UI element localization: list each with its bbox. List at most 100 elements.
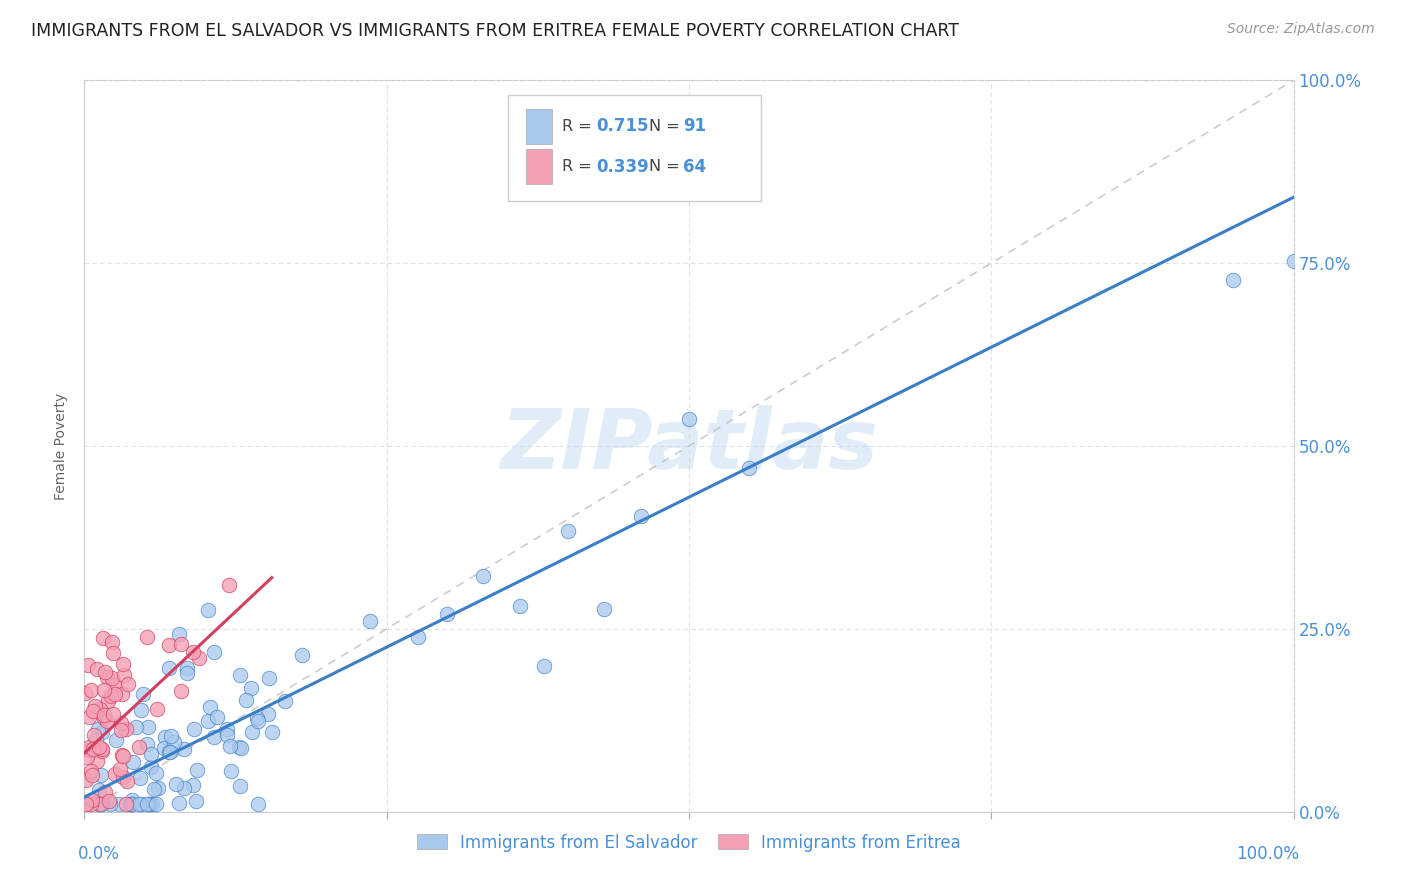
Point (86, 754, 108, 768)
Point (80, 793, 103, 807)
Point (89, 797, 111, 812)
Point (104, 687, 127, 701)
Point (128, 797, 150, 812)
Point (110, 723, 132, 737)
Point (1282, 254, 1305, 268)
Point (75, 797, 97, 812)
Point (472, 569, 495, 583)
Text: 64: 64 (683, 158, 706, 176)
Point (167, 627, 190, 641)
Point (256, 706, 278, 721)
Point (136, 720, 159, 734)
Point (91, 725, 114, 739)
Point (153, 730, 176, 744)
Point (101, 635, 124, 649)
Point (89, 702, 111, 716)
Legend: Immigrants from El Salvador, Immigrants from Eritrea: Immigrants from El Salvador, Immigrants … (411, 827, 967, 858)
Point (98, 797, 121, 812)
Point (202, 731, 225, 745)
Point (228, 779, 250, 793)
Text: 0.715: 0.715 (596, 118, 648, 136)
Point (146, 780, 169, 795)
Point (173, 742, 195, 756)
Point (157, 661, 180, 675)
Point (217, 728, 239, 742)
Point (101, 671, 124, 685)
Point (108, 762, 131, 776)
Point (111, 657, 134, 672)
Point (204, 645, 226, 659)
Point (533, 659, 555, 673)
Point (408, 630, 430, 644)
Text: 100.0%: 100.0% (1236, 845, 1299, 863)
Point (112, 668, 135, 682)
Point (111, 748, 134, 763)
Point (89, 797, 111, 812)
Point (738, 461, 761, 475)
Point (139, 747, 162, 761)
Point (128, 740, 150, 755)
Point (239, 681, 262, 696)
Point (79, 742, 101, 756)
Point (235, 692, 257, 706)
Point (91, 744, 114, 758)
Point (678, 412, 700, 426)
Point (77, 709, 100, 723)
Text: Source: ZipAtlas.com: Source: ZipAtlas.com (1227, 22, 1375, 37)
Point (557, 524, 579, 539)
Point (165, 777, 187, 791)
Point (145, 765, 167, 780)
Point (359, 615, 381, 629)
Point (90, 797, 112, 812)
Point (79, 682, 101, 697)
Point (145, 797, 167, 812)
Point (157, 745, 180, 759)
Point (87, 782, 110, 797)
Point (125, 721, 148, 735)
Point (197, 603, 219, 617)
Point (96, 670, 118, 684)
Point (205, 710, 228, 724)
Point (82, 742, 104, 756)
Y-axis label: Female Poverty: Female Poverty (55, 392, 69, 500)
Point (79, 764, 101, 778)
Point (103, 707, 125, 722)
Point (198, 699, 221, 714)
Text: 0.0%: 0.0% (79, 845, 120, 863)
Point (94, 785, 117, 799)
Point (84, 698, 107, 713)
Point (630, 508, 652, 523)
Point (183, 778, 205, 792)
Point (82, 704, 104, 718)
Point (120, 797, 142, 812)
Point (159, 745, 181, 759)
Point (120, 797, 142, 812)
Point (259, 671, 281, 685)
Point (218, 739, 240, 754)
Point (121, 797, 143, 811)
Point (121, 755, 143, 769)
Text: R =: R = (562, 159, 598, 174)
Point (114, 797, 136, 812)
Point (82, 768, 104, 782)
Point (94, 665, 117, 680)
Point (104, 678, 127, 692)
FancyBboxPatch shape (508, 95, 762, 201)
Point (129, 797, 152, 812)
Point (218, 578, 240, 592)
Point (73, 685, 96, 699)
Point (153, 740, 176, 755)
Point (105, 733, 128, 747)
Point (110, 716, 132, 731)
Point (229, 667, 252, 681)
Point (274, 694, 297, 708)
Point (115, 722, 138, 736)
Point (115, 773, 138, 788)
Point (157, 638, 180, 652)
Point (160, 729, 183, 743)
Point (142, 781, 165, 796)
Point (242, 725, 264, 739)
Point (135, 630, 157, 644)
Point (76, 750, 98, 764)
Point (75, 773, 97, 788)
